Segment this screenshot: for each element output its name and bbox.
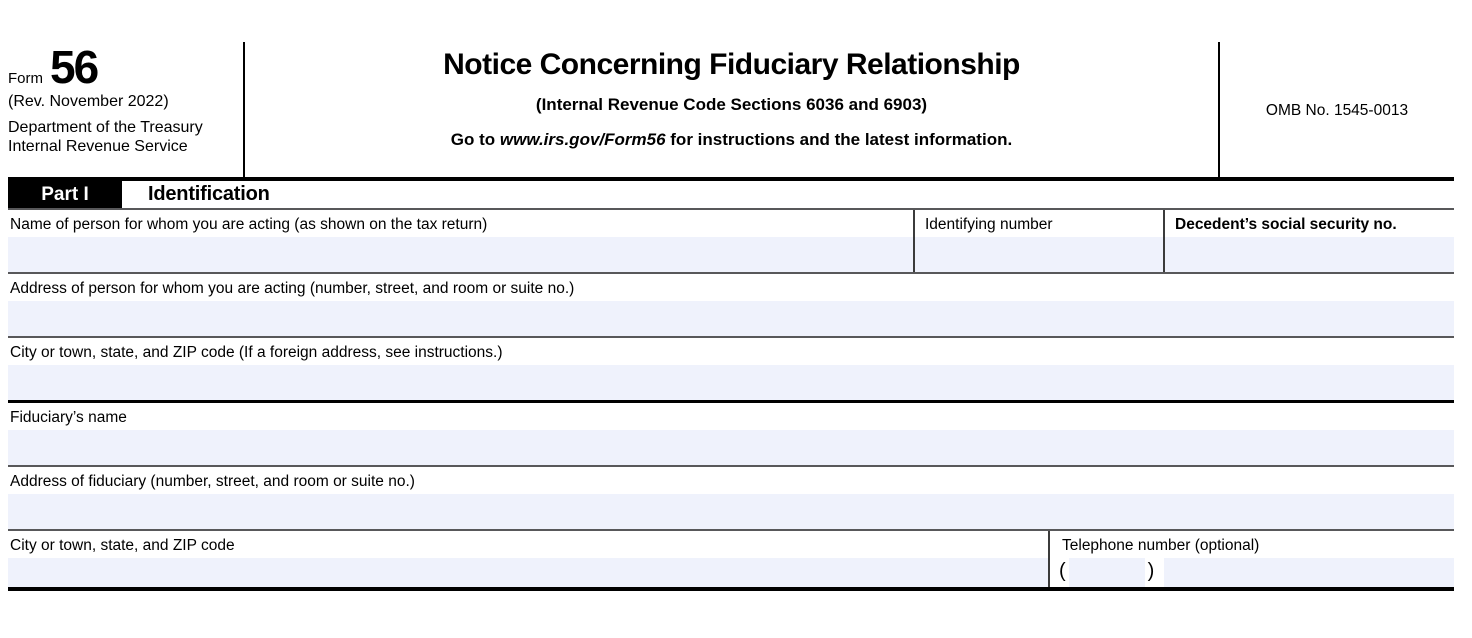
form-title-block: Notice Concerning Fiduciary Relationship…: [243, 42, 1220, 177]
identifying-number-label: Identifying number: [925, 216, 1053, 233]
cell-telephone: Telephone number (optional) ( ): [1048, 531, 1454, 587]
phone-open-paren: (: [1059, 560, 1066, 582]
form-number: 56: [50, 41, 99, 93]
phone-area-code-input[interactable]: [1068, 558, 1145, 587]
address-acting-label: Address of person for whom you are actin…: [10, 280, 575, 297]
form-subtitle: (Internal Revenue Code Sections 6036 and…: [535, 95, 928, 114]
fiduciary-name-input[interactable]: [8, 430, 1454, 465]
cell-name-acting: Name of person for whom you are acting (…: [8, 210, 913, 272]
form-header: Form 56 (Rev. November 2022) Department …: [8, 42, 1454, 177]
cell-decedent-ssn: Decedent’s social security no.: [1163, 210, 1454, 272]
row-fiduciary-address: Address of fiduciary (number, street, an…: [8, 467, 1454, 531]
fiduciary-address-label: Address of fiduciary (number, street, an…: [10, 473, 415, 490]
irs-url-link[interactable]: www.irs.gov/Form56: [499, 130, 666, 149]
fiduciary-city-input[interactable]: [8, 558, 1048, 587]
form-revision: (Rev. November 2022): [8, 93, 169, 110]
row-city-acting: City or town, state, and ZIP code (If a …: [8, 338, 1454, 403]
name-acting-label: Name of person for whom you are acting (…: [10, 216, 488, 233]
fiduciary-city-label: City or town, state, and ZIP code: [10, 537, 235, 554]
form-id-block: Form 56 (Rev. November 2022) Department …: [8, 42, 243, 177]
omb-number: OMB No. 1545-0013: [1265, 102, 1409, 119]
part-1-label: Part I: [8, 181, 122, 208]
agency-line-2: Internal Revenue Service: [8, 138, 188, 156]
cell-fiduciary-city: City or town, state, and ZIP code: [8, 531, 1048, 587]
identifying-number-input[interactable]: [915, 237, 1163, 272]
form-title: Notice Concerning Fiduciary Relationship: [443, 48, 1020, 81]
decedent-ssn-label: Decedent’s social security no.: [1175, 216, 1397, 233]
form-instructions-line: Go to www.irs.gov/Form56 for instruction…: [245, 130, 1218, 150]
agency-line-1: Department of the Treasury: [8, 119, 203, 136]
row-fiduciary-name: Fiduciary’s name: [8, 403, 1454, 467]
address-acting-input[interactable]: [8, 301, 1454, 336]
name-acting-input[interactable]: [8, 237, 913, 272]
goto-prefix: Go to: [450, 130, 500, 149]
telephone-label: Telephone number (optional): [1062, 537, 1260, 554]
goto-suffix: for instructions and the latest informat…: [665, 130, 1013, 149]
phone-number-input[interactable]: [1164, 558, 1454, 587]
part-1-bar: Part I Identification: [8, 177, 1454, 210]
row-address-acting: Address of person for whom you are actin…: [8, 274, 1454, 338]
part-1-title: Identification: [148, 183, 270, 205]
cell-identifying-number: Identifying number: [913, 210, 1163, 272]
phone-close-paren: ): [1147, 560, 1155, 582]
telephone-line: ( ): [1050, 558, 1454, 587]
decedent-ssn-input[interactable]: [1165, 237, 1454, 272]
fiduciary-name-label: Fiduciary’s name: [10, 409, 127, 426]
form-word: Form: [8, 70, 43, 87]
form-56-page: Form 56 (Rev. November 2022) Department …: [8, 42, 1454, 591]
omb-block: OMB No. 1545-0013: [1220, 42, 1454, 177]
row-fiduciary-city-phone: City or town, state, and ZIP code Teleph…: [8, 531, 1454, 591]
city-acting-input[interactable]: [8, 365, 1454, 400]
city-acting-label: City or town, state, and ZIP code (If a …: [10, 344, 503, 361]
fiduciary-address-input[interactable]: [8, 494, 1454, 529]
row-name-and-numbers: Name of person for whom you are acting (…: [8, 210, 1454, 274]
